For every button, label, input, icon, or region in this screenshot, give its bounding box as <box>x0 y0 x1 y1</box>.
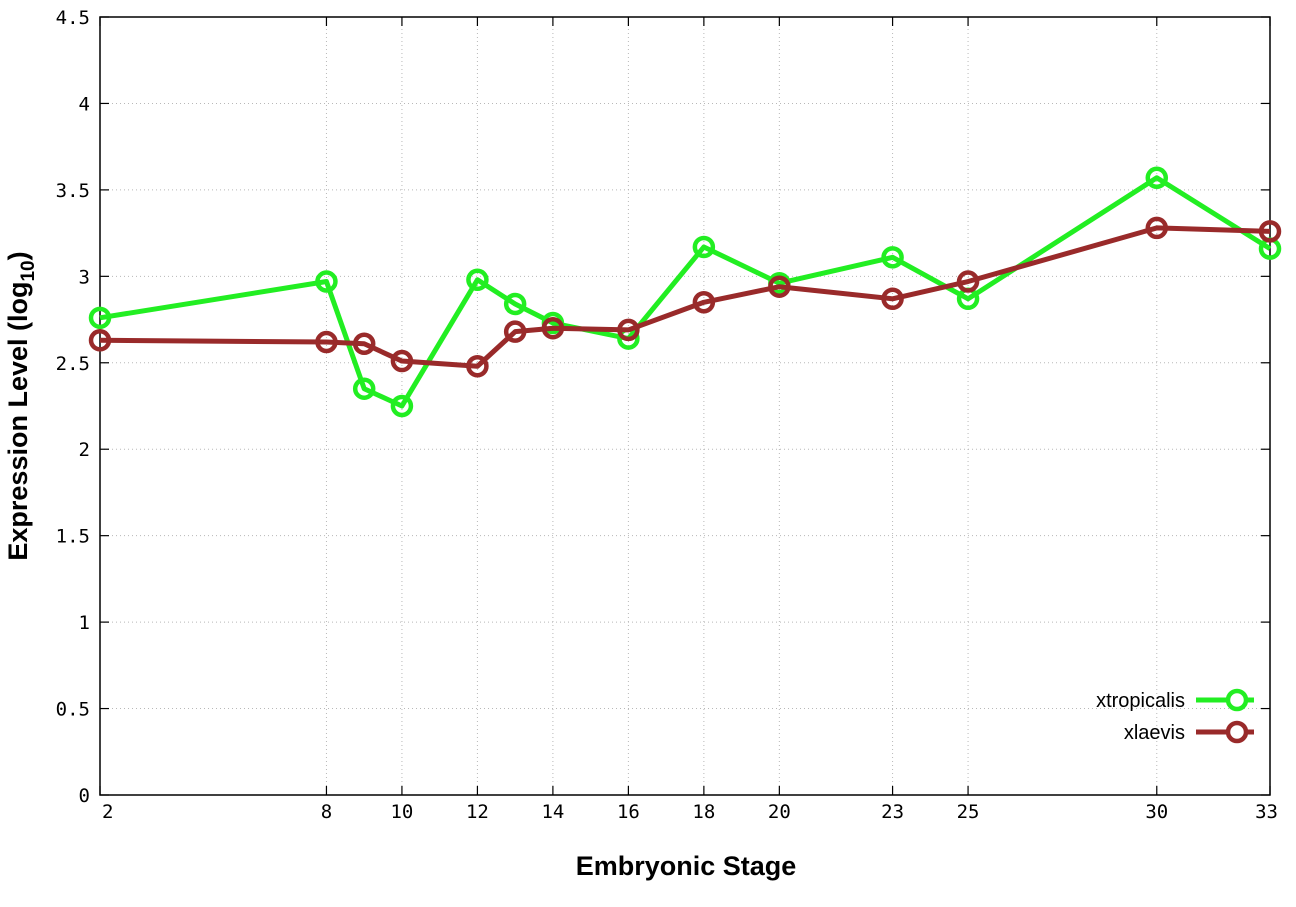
data-point-xlaevis <box>541 316 565 340</box>
y-tick-label: 1 <box>79 612 90 634</box>
data-point-xlaevis <box>88 329 112 352</box>
x-tick-label: 18 <box>692 801 715 823</box>
x-tick-label: 30 <box>1145 801 1168 823</box>
y-tick-label: 3 <box>79 266 90 288</box>
data-point-xtropicalis <box>1145 166 1169 190</box>
data-point-xtropicalis <box>390 394 414 418</box>
legend-label-xlaevis: xlaevis <box>1124 722 1185 744</box>
data-point-xtropicalis <box>88 306 112 330</box>
legend-marker-xtropicalis <box>1225 688 1249 712</box>
data-point-xlaevis <box>692 291 716 314</box>
data-point-xtropicalis <box>881 246 904 269</box>
data-point-xlaevis <box>315 330 338 354</box>
x-tick-label: 2 <box>102 801 113 823</box>
grid-lines <box>100 17 1270 795</box>
legend-marker-xlaevis <box>1225 720 1249 744</box>
y-tick-label: 3.5 <box>56 180 90 202</box>
x-tick-label: 23 <box>881 801 904 823</box>
y-axis-title-subscript: 10 <box>18 260 39 281</box>
y-tick-label: 1.5 <box>56 526 90 548</box>
data-point-xtropicalis <box>466 268 489 292</box>
data-point-xlaevis <box>390 349 414 373</box>
x-tick-label: 10 <box>390 801 413 823</box>
y-tick-label: 0.5 <box>56 699 90 721</box>
y-tick-label: 2 <box>79 439 90 461</box>
data-point-xtropicalis <box>503 292 527 316</box>
y-axis-title-main: Expression Level (log <box>3 282 33 561</box>
legend: xtropicalis xlaevis <box>1096 688 1254 744</box>
data-point-xlaevis <box>1145 216 1169 240</box>
x-tick-label: 14 <box>541 801 564 823</box>
x-tick-label: 33 <box>1255 801 1278 823</box>
series-layer <box>88 166 1282 418</box>
data-point-xlaevis <box>956 270 980 293</box>
x-tick-label: 25 <box>957 801 980 823</box>
data-point-xlaevis <box>466 354 489 378</box>
series-line-xtropicalis <box>99 175 1272 409</box>
y-tick-label: 2.5 <box>56 353 90 375</box>
y-tick-label: 4.5 <box>56 7 90 29</box>
data-point-xlaevis <box>1258 220 1282 243</box>
y-tick-label: 4 <box>79 93 90 115</box>
x-tick-label: 16 <box>617 801 640 823</box>
data-point-xlaevis <box>617 318 640 342</box>
x-tick-label: 20 <box>768 801 791 823</box>
x-tick-label: 8 <box>321 801 332 823</box>
tick-labels: 0 0.5 1 1.5 2 2.5 3 3.5 4 4.5 2 8 10 12 14 16 18 20 23 25 30… <box>56 7 1278 823</box>
data-point-xtropicalis <box>315 270 338 293</box>
data-point-xlaevis <box>503 320 527 343</box>
data-point-xlaevis <box>768 275 791 298</box>
data-point-xtropicalis <box>352 377 376 400</box>
legend-label-xtropicalis: xtropicalis <box>1096 690 1185 712</box>
y-axis-title-close: ) <box>3 251 33 260</box>
x-tick-label: 12 <box>466 801 489 823</box>
x-axis-title: Embryonic Stage <box>576 851 797 881</box>
data-point-xtropicalis <box>692 235 716 259</box>
plot-frame <box>99 16 1271 796</box>
y-axis-title: Expression Level (log10) <box>3 251 39 560</box>
data-point-xlaevis <box>881 287 904 311</box>
y-tick-label: 0 <box>79 785 90 807</box>
axes <box>99 16 1271 796</box>
series-line-xlaevis <box>99 225 1271 369</box>
data-point-xlaevis <box>352 332 376 356</box>
